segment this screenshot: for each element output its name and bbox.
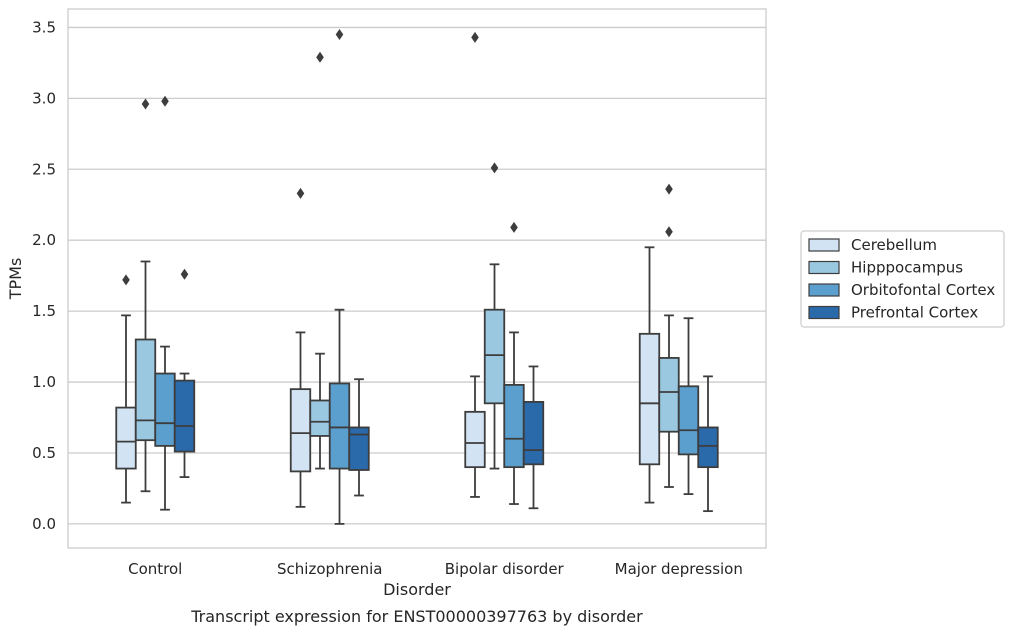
y-axis-ticks: 0.0 0.5 1.0 1.5 2.0 2.5 3.0 3.5 — [32, 18, 56, 532]
legend: Cerebellum Hipppocampus Orbitofontal Corte… — [800, 230, 1005, 328]
outlier-marker — [180, 268, 189, 280]
box-cerebellum-3 — [638, 246, 661, 504]
grid-lines — [68, 26, 766, 525]
y-tick-label: 3.0 — [32, 89, 56, 107]
box-cerebellum-0 — [115, 274, 137, 504]
y-tick-label: 1.5 — [32, 302, 56, 320]
box-iqr — [697, 426, 719, 469]
box-iqr — [115, 406, 137, 470]
x-tick-label: Bipolar disorder — [445, 560, 565, 578]
plot-frame — [67, 8, 767, 549]
y-tick-label: 2.0 — [32, 231, 56, 249]
outlier-marker — [510, 221, 518, 233]
box-orbitofontal-cortex-3 — [677, 317, 700, 496]
box-hipppocampus-2 — [483, 162, 506, 470]
box-hipppocampus-1 — [309, 51, 331, 470]
x-tick-label: Control — [128, 560, 182, 578]
box-iqr — [677, 385, 700, 456]
box-iqr — [173, 379, 196, 453]
box-groups — [115, 29, 719, 525]
legend-frame — [800, 230, 1005, 328]
box-hipppocampus-3 — [658, 183, 680, 488]
outlier-marker — [122, 274, 130, 286]
box-prefrontal-cortex-3 — [697, 375, 719, 513]
chart-caption: Transcript expression for ENST0000039776… — [190, 607, 643, 626]
box-iqr — [154, 372, 176, 447]
outlier-marker — [316, 51, 324, 63]
legend-label: Hipppocampus — [851, 259, 963, 277]
outlier-marker — [665, 183, 673, 195]
y-tick-label: 0.5 — [32, 444, 56, 462]
legend-label: Cerebellum — [851, 236, 937, 254]
legend-label: Orbitofontal Cortex — [851, 281, 995, 299]
box-prefrontal-cortex-2 — [522, 365, 545, 510]
legend-swatch — [808, 305, 840, 320]
box-iqr — [658, 357, 680, 433]
legend-swatch — [808, 283, 840, 297]
box-cerebellum-2 — [464, 31, 486, 498]
box-cerebellum-1 — [289, 187, 312, 508]
box-iqr — [328, 382, 351, 470]
box-iqr — [522, 401, 545, 466]
x-tick-label: Schizophrenia — [277, 560, 382, 578]
y-axis-label: TPMs — [6, 258, 25, 301]
outlier-marker — [335, 29, 344, 41]
box-prefrontal-cortex-0 — [173, 268, 196, 478]
box-iqr — [503, 383, 525, 469]
box-iqr — [134, 338, 157, 442]
box-iqr — [309, 399, 331, 437]
x-axis-ticks: Control Schizophrenia Bipolar disorder Majo… — [128, 560, 743, 578]
y-tick-label: 1.0 — [32, 373, 56, 391]
outlier-marker — [141, 98, 150, 110]
outlier-marker — [665, 226, 673, 238]
box-iqr — [483, 308, 506, 405]
box-hipppocampus-0 — [134, 98, 157, 493]
box-prefrontal-cortex-1 — [348, 378, 370, 497]
x-tick-label: Major depression — [615, 560, 743, 578]
legend-swatch — [808, 260, 840, 275]
y-tick-label: 0.0 — [32, 515, 56, 533]
legend-swatch — [808, 238, 840, 252]
box-orbitofontal-cortex-0 — [154, 95, 176, 511]
outlier-marker — [490, 162, 499, 174]
outlier-marker — [296, 187, 305, 199]
box-orbitofontal-cortex-1 — [328, 29, 351, 525]
outlier-marker — [161, 95, 169, 107]
box-iqr — [348, 426, 370, 471]
legend-label: Prefrontal Cortex — [851, 304, 978, 322]
box-iqr — [289, 388, 312, 473]
y-tick-label: 2.5 — [32, 160, 56, 178]
x-axis-label: Disorder — [383, 580, 451, 599]
box-orbitofontal-cortex-2 — [503, 221, 525, 505]
outlier-marker — [471, 31, 479, 43]
box-iqr — [464, 410, 486, 469]
y-tick-label: 3.5 — [32, 18, 56, 36]
box-iqr — [638, 332, 661, 466]
